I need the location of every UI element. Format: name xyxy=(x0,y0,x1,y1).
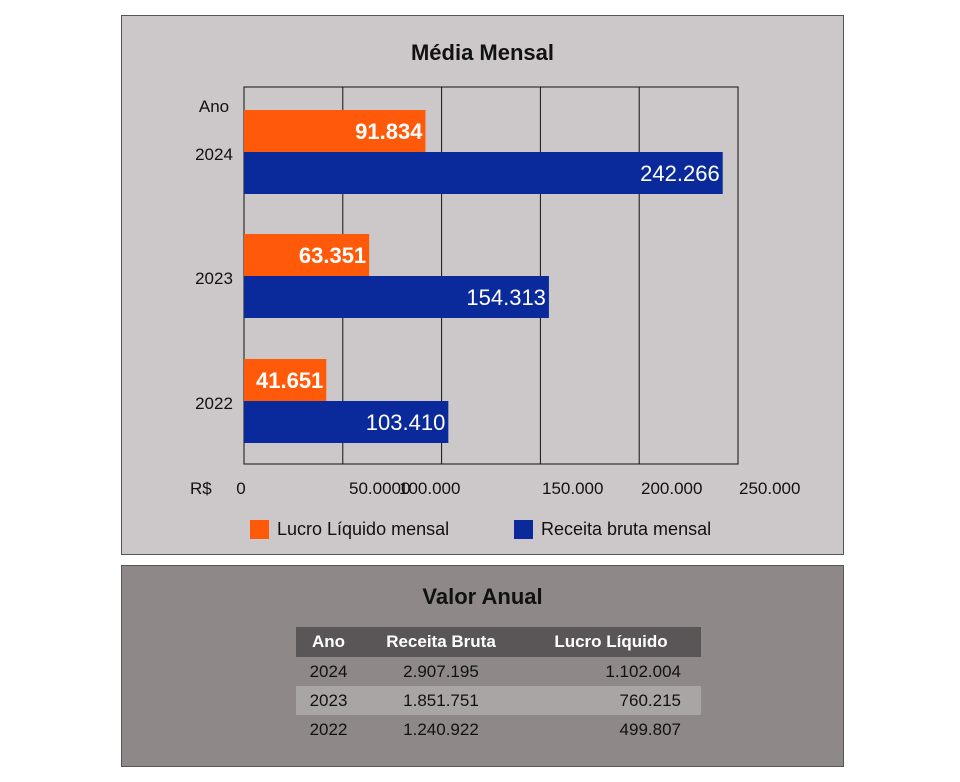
cell-receita: 1.240.922 xyxy=(403,719,479,739)
legend-item-lucro: Lucro Líquido mensal xyxy=(250,518,449,540)
y-tick-label: 2023 xyxy=(195,269,233,288)
bar-receita xyxy=(244,401,449,443)
cell-lucro: 1.102.004 xyxy=(605,661,681,681)
x-tick-label: 50.0000 xyxy=(349,479,410,498)
chart-panel: Média Mensal 0 50.0000 100.000 150.000 200.0… xyxy=(121,15,844,555)
legend-label-lucro: Lucro Líquido mensal xyxy=(277,518,450,539)
bar-receita xyxy=(244,152,723,194)
y-tick-label: 2022 xyxy=(195,394,233,413)
legend-item-receita: Receita bruta mensal xyxy=(514,518,711,540)
cell-ano: 2022 xyxy=(309,719,348,739)
cell-receita: 1.851.751 xyxy=(361,686,521,715)
header-receita-bruta: Receita Bruta xyxy=(361,627,521,657)
table-row: 2024 2.907.195 1.102.004 xyxy=(296,657,701,686)
table-header-row: Ano Receita Bruta Lucro Líquido xyxy=(296,627,701,657)
cell-lucro: 760.215 xyxy=(521,686,701,715)
legend-swatch-receita xyxy=(514,519,533,539)
x-tick-label: 250.000 xyxy=(739,479,800,498)
data-label: 242.266 xyxy=(640,161,720,186)
data-label: 103.410 xyxy=(366,410,446,435)
legend-swatch-lucro xyxy=(250,519,269,539)
data-label: 63.351 xyxy=(299,243,366,268)
x-tick-label: 200.000 xyxy=(641,479,702,498)
y-axis-label: Ano xyxy=(199,97,229,116)
header-lucro-liquido: Lucro Líquido xyxy=(521,627,701,657)
table-title: Valor Anual xyxy=(422,584,543,609)
bar-lucro xyxy=(244,359,327,401)
bar-receita xyxy=(244,276,549,318)
bar-lucro xyxy=(244,110,426,152)
header-ano: Ano xyxy=(296,627,361,657)
table-row: 2023 1.851.751 760.215 xyxy=(296,686,701,715)
data-label: 91.834 xyxy=(355,119,423,144)
x-tick-label: 0 xyxy=(236,479,245,498)
annual-table: Ano Receita Bruta Lucro Líquido 2024 2.9… xyxy=(296,627,701,744)
chart-title: Média Mensal xyxy=(410,40,555,65)
data-label: 154.313 xyxy=(466,285,546,310)
bar-lucro xyxy=(244,234,370,276)
table-row: 2022 1.240.922 499.807 xyxy=(296,715,701,744)
y-tick-label: 2024 xyxy=(195,145,233,164)
x-axis-label: R$ xyxy=(190,479,212,498)
cell-lucro: 499.807 xyxy=(619,719,681,739)
x-tick-label: 100.000 xyxy=(399,479,460,498)
legend-label-receita: Receita bruta mensal xyxy=(541,518,712,539)
cell-ano: 2024 xyxy=(309,661,348,681)
cell-ano: 2023 xyxy=(296,686,361,715)
cell-receita: 2.907.195 xyxy=(403,661,479,681)
x-tick-label: 150.000 xyxy=(542,479,603,498)
data-label: 41.651 xyxy=(256,368,323,393)
annual-table-panel: Valor Anual Ano Receita Bruta Lucro Líqu… xyxy=(121,565,844,767)
